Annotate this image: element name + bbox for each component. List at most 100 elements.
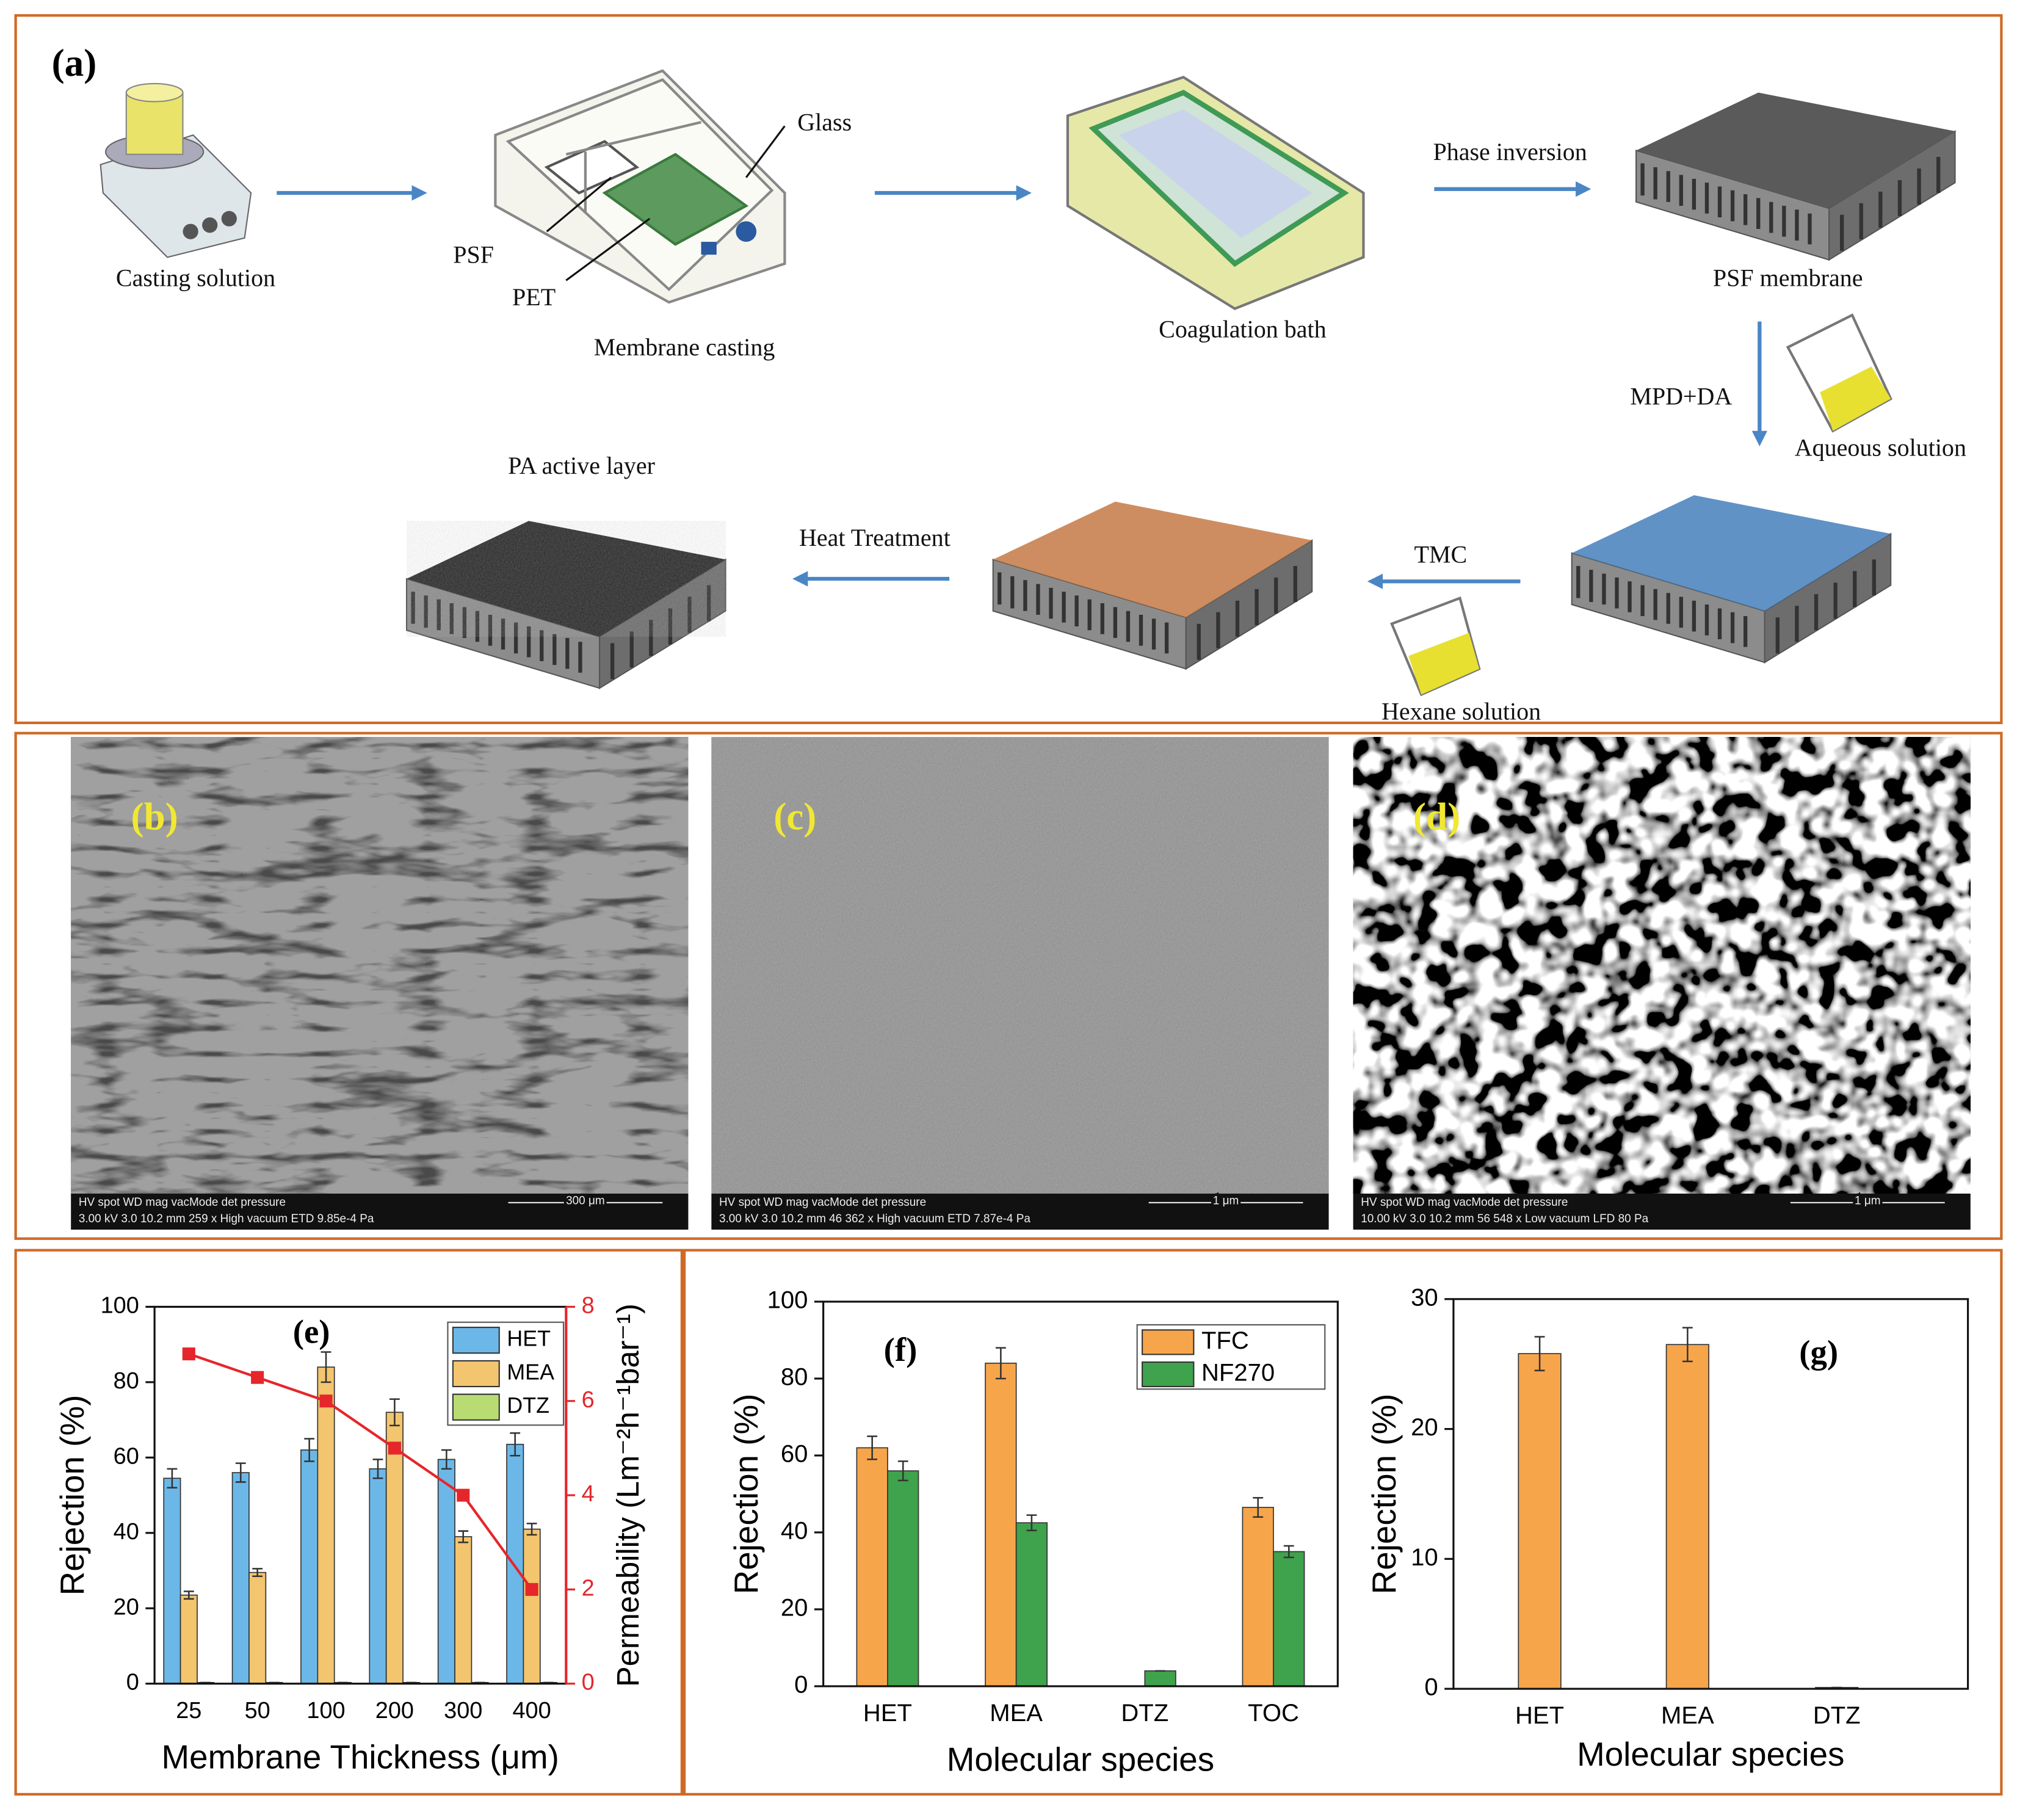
bar (437, 1459, 455, 1684)
line-marker (319, 1394, 333, 1408)
error-bar (389, 1398, 400, 1427)
x-tick-label: HET (1515, 1702, 1564, 1729)
y2-tick-label: 0 (582, 1670, 595, 1695)
legend-swatch (452, 1327, 500, 1354)
x-tick-label: MEA (990, 1700, 1043, 1727)
info-values: 3.00 kV 3.0 10.2 mm 259 x High vacuum ET… (79, 1213, 374, 1225)
line-marker (182, 1347, 195, 1361)
bar (887, 1470, 919, 1687)
error-bar (867, 1435, 878, 1460)
error-bar (304, 1438, 315, 1462)
scale-label: 1 μm (1855, 1195, 1881, 1208)
y-tick-label: 80 (114, 1368, 139, 1394)
y-tick-label: 40 (114, 1519, 139, 1545)
bar (1015, 1522, 1048, 1687)
x-tick-label: 100 (306, 1698, 345, 1724)
panel-a-texts: Casting solution PSF PET Glass Membrane cast… (116, 109, 1966, 725)
error-bar (167, 1468, 178, 1488)
bar (369, 1468, 387, 1684)
error-bar (1682, 1327, 1693, 1363)
x-tick-label: 300 (444, 1698, 482, 1724)
bar (1518, 1353, 1562, 1689)
y-tick-label: 0 (126, 1670, 139, 1695)
legend-swatch (1142, 1361, 1195, 1388)
x-tick-label: HET (863, 1700, 912, 1727)
legend-label: NF270 (1201, 1360, 1275, 1387)
bar (1273, 1551, 1305, 1687)
y2-tick-label: 4 (582, 1481, 595, 1507)
bar (985, 1362, 1017, 1687)
y-tick-label: 60 (781, 1441, 808, 1468)
error-bar (235, 1462, 246, 1483)
step-label: TMC (1414, 540, 1467, 568)
bar (454, 1536, 473, 1684)
step-label: Membrane casting (594, 333, 775, 361)
info-bar (1353, 1194, 1971, 1230)
error-bar (372, 1459, 383, 1479)
y-tick-label: 100 (101, 1292, 139, 1318)
plot-frame (1452, 1298, 1969, 1690)
y-tick-label: 10 (1411, 1544, 1438, 1571)
y-axis-label: Rejection (%) (727, 1394, 765, 1595)
sem-texture (1353, 737, 1971, 1194)
x-tick-label: TOC (1248, 1700, 1299, 1727)
step-label: Coagulation bath (1159, 316, 1327, 343)
permeability-line (188, 1352, 533, 1590)
legend-label: TFC (1201, 1327, 1249, 1354)
line-marker (251, 1371, 264, 1384)
y2-tick-label: 8 (582, 1292, 595, 1318)
bar (163, 1477, 181, 1684)
plot-frame (822, 1300, 1339, 1688)
bar (1242, 1507, 1274, 1687)
info-bar (711, 1194, 1329, 1230)
error-bar (1534, 1336, 1545, 1372)
step-label: Hexane solution (1381, 697, 1541, 725)
panel-label: (g) (1799, 1333, 1838, 1371)
sem-images: HV spot WD mag vacMode det pressure 3.00 … (71, 737, 1971, 1230)
x-axis-label: Membrane Thickness (μm) (162, 1738, 559, 1775)
info-bar (71, 1194, 689, 1230)
x-tick-label: 200 (375, 1698, 414, 1724)
legend-label: DTZ (507, 1393, 549, 1418)
y-tick-label: 60 (114, 1443, 139, 1469)
step-label: Casting solution (116, 264, 275, 291)
x-tick-label: 50 (245, 1698, 270, 1724)
legend-swatch (1142, 1329, 1195, 1355)
step-label: PSF (453, 241, 494, 269)
y-tick-label: 80 (781, 1364, 808, 1391)
bar (179, 1594, 198, 1684)
x-tick-label: 25 (176, 1698, 201, 1724)
y-tick-label: 20 (114, 1594, 139, 1620)
error-bar (1283, 1545, 1294, 1559)
line-marker (525, 1583, 538, 1596)
scale-label: 300 μm (566, 1195, 605, 1208)
bar (231, 1472, 250, 1684)
step-label: MPD+DA (1630, 382, 1732, 410)
scale-label: 1 μm (1213, 1195, 1239, 1208)
legend-swatch (452, 1393, 500, 1421)
bar (1665, 1344, 1709, 1689)
error-bar (510, 1432, 521, 1457)
bar (506, 1443, 524, 1684)
step-label: Glass (797, 109, 852, 136)
error-bar (320, 1351, 331, 1383)
error-bar (441, 1449, 452, 1470)
panel-label: (b) (131, 796, 178, 838)
error-bar (995, 1347, 1006, 1380)
legend-label: MEA (507, 1360, 554, 1384)
y-tick-label: 0 (1424, 1674, 1438, 1701)
x-axis-label: Molecular species (1577, 1735, 1844, 1773)
bar (317, 1366, 335, 1684)
sem-texture (71, 737, 689, 1194)
step-label: PET (512, 283, 556, 311)
error-bar (526, 1523, 537, 1536)
y-axis-label: Rejection (%) (53, 1395, 91, 1596)
y-tick-label: 40 (781, 1518, 808, 1545)
y-tick-label: 30 (1411, 1284, 1438, 1311)
panel-label: (a) (52, 42, 97, 84)
y-axis-label: Rejection (%) (1365, 1394, 1403, 1595)
step-label: PA active layer (508, 452, 655, 479)
panel-label: (f) (884, 1331, 918, 1368)
